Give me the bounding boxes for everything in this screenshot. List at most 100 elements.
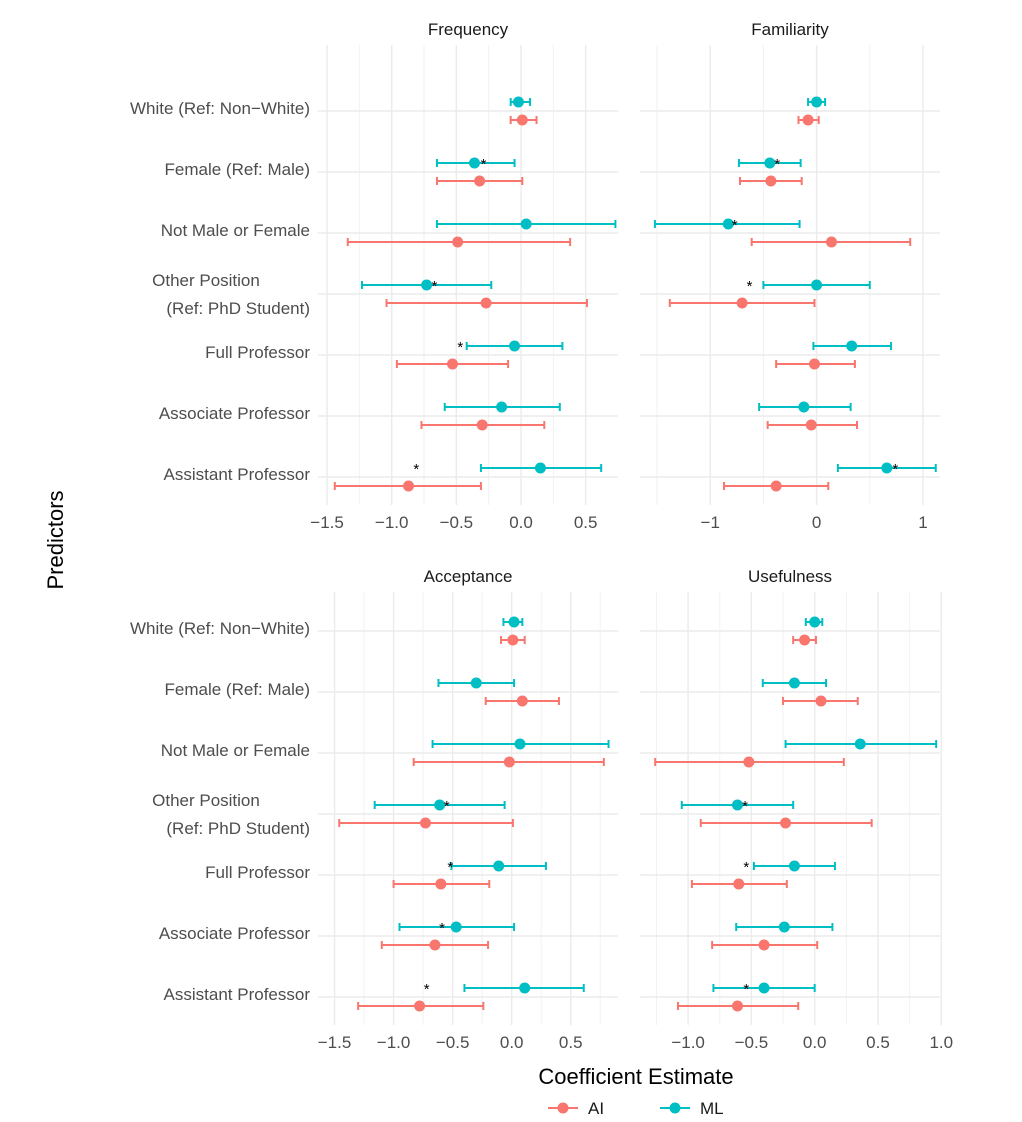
panel-frequency: −1.5 −1.0 −0.5 0.0 0.5 Frequency * * * * White (Re…: [130, 20, 618, 532]
point-ml: [854, 738, 866, 750]
point-ai: [780, 817, 792, 829]
point-ml: [434, 799, 446, 811]
point-ml: [758, 982, 770, 994]
x-tick-label: 0.5: [559, 1033, 583, 1052]
x-tick-label: 0.5: [574, 513, 598, 532]
x-tick-label: −0.5: [440, 513, 474, 532]
x-axis-title: Coefficient Estimate: [538, 1064, 733, 1089]
point-ml: [534, 462, 546, 474]
significance-star: *: [444, 798, 450, 815]
y-tick-label: Female (Ref: Male): [165, 680, 310, 699]
point-ml: [421, 279, 433, 291]
point-ai: [516, 695, 528, 707]
x-tick-label: −0.5: [735, 1033, 769, 1052]
point-ai: [825, 236, 837, 248]
significance-star: *: [774, 156, 780, 173]
significance-star: *: [732, 217, 738, 234]
point-ai: [476, 419, 488, 431]
point-ml: [509, 340, 521, 352]
significance-star: *: [413, 461, 419, 478]
point-ai: [419, 817, 431, 829]
point-ai: [429, 939, 441, 951]
significance-star: *: [743, 981, 749, 998]
point-ai: [758, 939, 770, 951]
point-ai: [808, 358, 820, 370]
significance-star: *: [447, 859, 453, 876]
significance-star: *: [481, 156, 487, 173]
point-ml: [508, 616, 520, 628]
point-ml: [809, 616, 821, 628]
point-ai: [765, 175, 777, 187]
point-ai: [516, 114, 528, 126]
point-ml: [764, 157, 776, 169]
panel-title: Frequency: [428, 20, 509, 39]
point-ml: [493, 860, 505, 872]
significance-star: *: [424, 981, 430, 998]
x-tick-label: −1.0: [375, 513, 409, 532]
y-tick-label: Associate Professor: [159, 404, 311, 423]
point-ml: [731, 799, 743, 811]
panel-title: Acceptance: [424, 567, 513, 586]
y-tick-label: White (Ref: Non−White): [130, 99, 310, 118]
point-ml: [788, 677, 800, 689]
point-ai: [414, 1000, 426, 1012]
point-ai: [452, 236, 464, 248]
x-tick-label: 0.0: [500, 1033, 524, 1052]
x-tick-label: 0.0: [509, 513, 533, 532]
point-ml: [811, 279, 823, 291]
point-ml: [450, 921, 462, 933]
legend: AI ML: [548, 1099, 724, 1118]
point-ai: [736, 297, 748, 309]
y-tick-label: Assistant Professor: [164, 465, 311, 484]
x-tick-label: −1.0: [671, 1033, 705, 1052]
y-tick-label: Not Male or Female: [161, 221, 310, 240]
y-axis-title: Predictors: [43, 490, 68, 589]
point-ml: [798, 401, 810, 413]
y-tick-label: Full Professor: [205, 863, 310, 882]
x-tick-label: −1.5: [310, 513, 344, 532]
point-ai: [474, 175, 486, 187]
panel-familiarity: −1 0 1 Familiarity * * * *: [640, 20, 940, 532]
point-ai: [507, 634, 519, 646]
point-ai: [805, 419, 817, 431]
legend-key-point: [557, 1102, 569, 1114]
x-tick-label: 1: [918, 513, 927, 532]
y-tick-label: Full Professor: [205, 343, 310, 362]
point-ai: [435, 878, 447, 890]
y-tick-label: Not Male or Female: [161, 741, 310, 760]
significance-star: *: [743, 859, 749, 876]
point-ml: [468, 157, 480, 169]
x-tick-label: 0: [812, 513, 821, 532]
point-ml: [778, 921, 790, 933]
y-tick-label: Female (Ref: Male): [165, 160, 310, 179]
point-ml: [520, 218, 532, 230]
significance-star: *: [431, 278, 437, 295]
panel-title: Usefulness: [748, 567, 832, 586]
point-ml: [470, 677, 482, 689]
point-ml: [881, 462, 893, 474]
significance-star: *: [742, 798, 748, 815]
legend-label: ML: [700, 1099, 724, 1118]
legend-key-point: [669, 1102, 681, 1114]
legend-label: AI: [588, 1099, 604, 1118]
panel-title: Familiarity: [751, 20, 829, 39]
y-tick-label: (Ref: PhD Student): [166, 299, 310, 318]
point-ml: [846, 340, 858, 352]
x-tick-label: −1: [701, 513, 720, 532]
y-tick-label: Other Position: [152, 271, 260, 290]
panel-usefulness: −1.0 −0.5 0.0 0.5 1.0 Usefulness * * *: [640, 567, 953, 1052]
point-ml: [512, 96, 524, 108]
point-ai: [799, 634, 811, 646]
point-ml: [514, 738, 526, 750]
panel-acceptance: −1.5 −1.0 −0.5 0.0 0.5 Acceptance * * * * White (R…: [130, 567, 618, 1052]
point-ai: [733, 878, 745, 890]
significance-star: *: [439, 920, 445, 937]
x-tick-label: 1.0: [929, 1033, 953, 1052]
y-tick-label: (Ref: PhD Student): [166, 819, 310, 838]
point-ai: [446, 358, 458, 370]
point-ai: [802, 114, 814, 126]
y-tick-label: Other Position: [152, 791, 260, 810]
point-ai: [403, 480, 415, 492]
point-ai: [503, 756, 515, 768]
